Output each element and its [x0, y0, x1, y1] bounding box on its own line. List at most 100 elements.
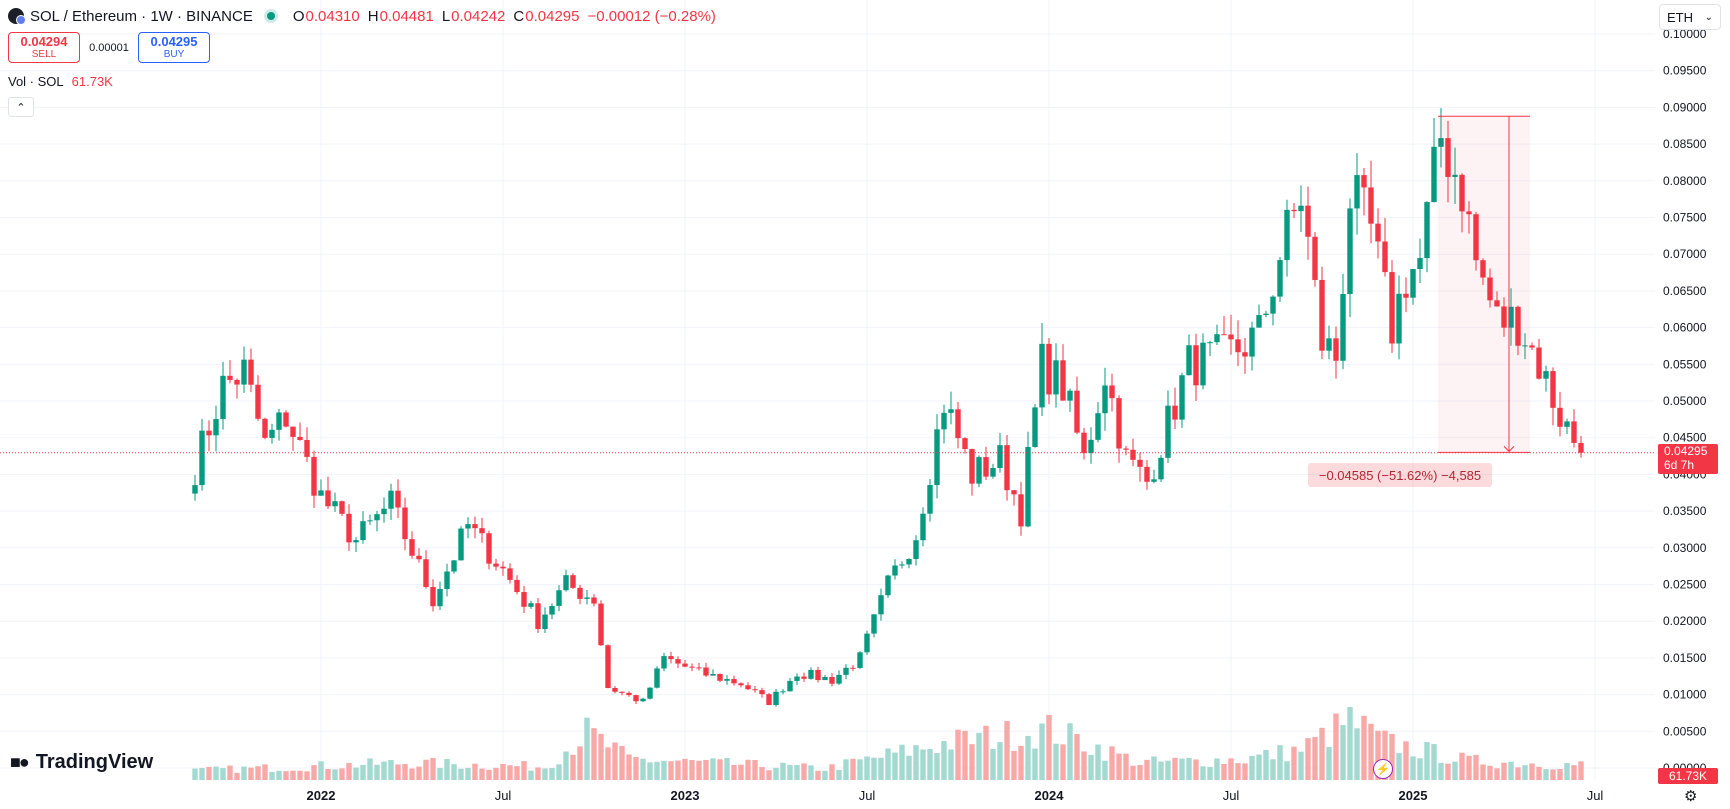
- candle: [241, 346, 247, 393]
- volume-bar: [773, 767, 779, 780]
- candle-body: [591, 597, 597, 604]
- candle-body: [227, 375, 233, 380]
- candle-body: [668, 656, 674, 660]
- volume-bar: [1207, 766, 1213, 780]
- chevron-down-icon: ⌄: [1704, 11, 1713, 23]
- candle: [1130, 438, 1136, 467]
- volume-bar: [1025, 735, 1031, 780]
- volume-bar: [997, 742, 1003, 780]
- volume-bar: [1186, 757, 1192, 780]
- candle-body: [850, 667, 856, 669]
- volume-bar: [1172, 757, 1178, 780]
- candle: [493, 558, 499, 571]
- candle: [1200, 333, 1206, 390]
- volume-bar: [1060, 744, 1066, 780]
- candle: [1515, 305, 1521, 356]
- measure-label[interactable]: −0.04585 (−51.62%) −4,585: [1308, 463, 1492, 487]
- volume-bar: [1445, 763, 1451, 780]
- volume-bar: [556, 764, 562, 780]
- candle: [1578, 435, 1584, 458]
- candle-body: [647, 687, 653, 699]
- brand-name: TradingView: [35, 751, 154, 773]
- candle-body: [311, 456, 317, 496]
- candle-body: [262, 418, 268, 438]
- lightning-icon[interactable]: ⚡: [1373, 759, 1393, 779]
- candle: [472, 516, 478, 539]
- candle-body: [675, 659, 681, 664]
- candle: [255, 375, 261, 421]
- candle-body: [794, 676, 800, 681]
- candle-body: [1102, 385, 1108, 414]
- candle-body: [1452, 174, 1458, 177]
- tradingview-logo[interactable]: ■● TradingView: [10, 751, 153, 774]
- sell-button[interactable]: 0.04294 SELL: [8, 32, 80, 63]
- candle: [745, 682, 751, 690]
- volume-bar: [1249, 755, 1255, 780]
- volume-bar: [983, 725, 989, 780]
- candle-body: [318, 490, 324, 496]
- volume-bar: [1277, 745, 1283, 780]
- candle: [899, 561, 905, 569]
- candle-body: [1298, 205, 1304, 212]
- currency-selector[interactable]: ETH ⌄: [1659, 4, 1721, 30]
- volume-bar: [1018, 745, 1024, 780]
- candle: [1536, 339, 1542, 380]
- volume-bar: [1431, 744, 1437, 780]
- candle: [913, 535, 919, 566]
- gear-icon[interactable]: ⚙: [1684, 788, 1698, 805]
- candle: [1004, 435, 1010, 501]
- buy-button[interactable]: 0.04295 BUY: [138, 32, 210, 63]
- candle: [1417, 238, 1423, 284]
- candle: [1123, 445, 1129, 456]
- symbol-title[interactable]: SOL / Ethereum · 1W · BINANCE: [30, 7, 253, 25]
- candle-body: [626, 692, 632, 696]
- volume-bar: [472, 763, 478, 780]
- market-status-icon[interactable]: [266, 12, 275, 20]
- candle-body: [332, 501, 338, 507]
- candle: [360, 511, 366, 544]
- volume-bar: [815, 770, 821, 780]
- volume-bar: [542, 768, 548, 780]
- volume-bar: [780, 762, 786, 780]
- candle-body: [1025, 447, 1031, 527]
- volume-bar: [626, 754, 632, 780]
- volume-bar: [584, 717, 590, 780]
- volume-bar: [409, 768, 415, 780]
- candle: [395, 479, 401, 519]
- candle-body: [325, 490, 331, 507]
- price-tick-label: 0.06000: [1663, 321, 1707, 335]
- candle-body: [1375, 223, 1381, 242]
- price-tick-label: 0.01000: [1663, 688, 1707, 702]
- volume-bar: [1144, 759, 1150, 780]
- candle-body: [220, 375, 226, 420]
- candle: [381, 497, 387, 523]
- volume-bar: [1459, 752, 1465, 780]
- volume-bar: [1515, 767, 1521, 780]
- candle: [857, 651, 863, 670]
- volume-legend[interactable]: Vol · SOL 61.73K: [8, 74, 113, 89]
- volume-bar: [1039, 723, 1045, 780]
- volume-bar: [1032, 748, 1038, 780]
- time-tick-label: 2024: [1035, 788, 1065, 803]
- currency-label: ETH: [1667, 9, 1693, 25]
- volume-bar: [794, 765, 800, 780]
- candle: [535, 598, 541, 633]
- candle-body: [1494, 300, 1500, 307]
- price-tick-label: 0.09500: [1663, 64, 1707, 78]
- candle: [766, 693, 772, 706]
- candle: [283, 410, 289, 428]
- candle: [528, 600, 534, 609]
- candle-body: [1004, 445, 1010, 491]
- collapse-legend-button[interactable]: ⌃: [8, 97, 34, 117]
- candle: [276, 408, 282, 441]
- candle: [955, 402, 961, 449]
- candle-body: [808, 670, 814, 679]
- candle: [444, 563, 450, 597]
- volume-bar: [206, 766, 212, 780]
- volume-bar: [1487, 765, 1493, 780]
- candle: [962, 437, 968, 454]
- candle: [262, 417, 268, 440]
- candle: [549, 603, 555, 620]
- volume-bar: [1578, 761, 1584, 780]
